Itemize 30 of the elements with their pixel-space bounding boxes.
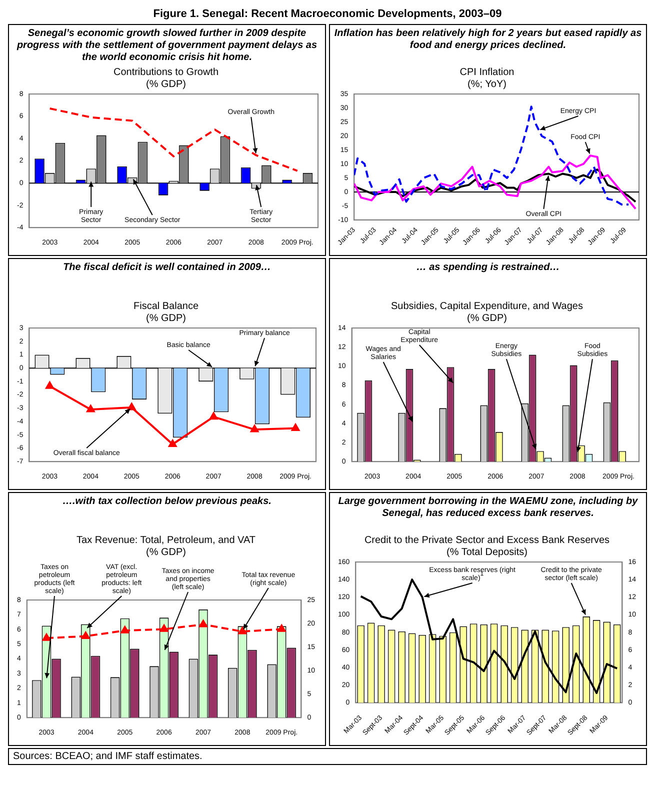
chart-title: Inflation has been relatively high for 2 years but eased rapidly as food and energy prices declined.: [333, 28, 643, 53]
line-series: [48, 107, 298, 172]
chart-title: Large government borrowing in the WAEMU zone, including by Senegal, has reduced excess bank reserves.: [337, 496, 639, 521]
point: [86, 404, 95, 412]
point: [128, 402, 136, 410]
chart-subtitle: Credit to the Private Sector and Excess Bank Reserves (% Total Deposits): [364, 534, 610, 558]
chart-subtitle: Tax Revenue: Total, Petroleum, and VAT (% GDP): [76, 534, 256, 558]
chart-subtitle: Fiscal Balance (% GDP): [133, 300, 199, 324]
point: [278, 624, 286, 632]
chart-subtitle: Subsidies, Capital Expenditure, and Wages (% GDP): [391, 300, 583, 324]
point: [42, 634, 51, 641]
line-series: [354, 106, 630, 206]
source-note: Sources: BCEAO; and IMF staff estimates.: [8, 748, 647, 765]
point: [168, 440, 177, 447]
point: [82, 632, 90, 639]
chart-title: Senegal’s economic growth slowed further in 2009 despite progress with the settlement of government payment delays as the world economic crisis hit home.: [16, 28, 318, 65]
chart-title: The fiscal deficit is well contained in 2009…: [62, 262, 272, 275]
chart-subtitle: Contributions to Growth (% GDP): [113, 66, 219, 90]
point: [250, 425, 259, 432]
point: [46, 382, 54, 389]
point: [160, 624, 168, 632]
chart-title: … as spending is restrained…: [415, 262, 561, 275]
point: [238, 627, 246, 634]
point: [120, 626, 129, 634]
point: [199, 620, 208, 628]
caption: Figure 1. Senegal: Recent Macroeconomic Developments, 2003–09: [152, 8, 503, 20]
chart-subtitle: CPI Inflation (%; YoY): [460, 66, 514, 90]
point: [210, 412, 218, 420]
point: [291, 424, 300, 431]
chart-title: ….with tax collection below previous peaks.: [62, 496, 272, 509]
